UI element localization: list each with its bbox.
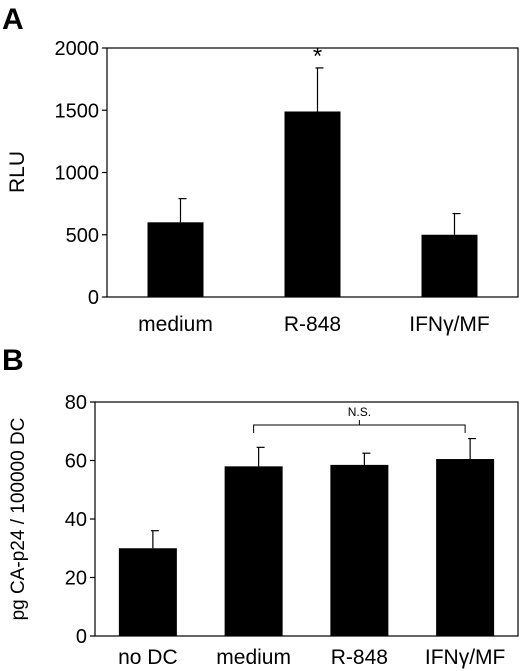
panel-b-bracket-label: N.S.: [348, 405, 371, 419]
panel-b-category-label: R-848: [331, 646, 388, 669]
panel-b-bar: [118, 548, 177, 636]
panel-a-y-tick-label: 1500: [55, 100, 100, 122]
panel-b-bar: [436, 459, 495, 636]
panel-b-y-tick-label: 20: [65, 568, 87, 590]
panel-b-bracket: [253, 424, 466, 433]
panel-b-category-label: no DC: [118, 646, 178, 669]
panel-a-category-label: medium: [138, 313, 213, 336]
panel-a-category-label: R-848: [284, 313, 341, 336]
panel-a-bar: [284, 111, 341, 298]
panel-b-y-axis-label: pg CA-p24 / 100000 DC: [8, 418, 29, 621]
panel-a-y-tick-label: 2000: [55, 38, 100, 60]
panel-a-chart: A RLU 0 500 1000 1500 2000 medium R-848 IFNγ/MF…: [2, 3, 519, 336]
panel-b-y-tick-label: 80: [65, 392, 87, 414]
panel-b-y-tick-label: 60: [65, 451, 87, 473]
panel-b-bar: [224, 466, 283, 636]
panel-b-letter: B: [2, 344, 24, 377]
panel-a-y-tick-label: 1000: [55, 163, 100, 185]
panel-a-category-label: IFNγ/MF: [409, 313, 489, 336]
panel-b-y-tick-label: 40: [65, 509, 87, 531]
panel-b-category-label: medium: [216, 646, 291, 669]
panel-a-y-tick-label: 0: [88, 287, 99, 309]
panel-a-bar: [421, 234, 478, 297]
panel-a-y-axis-label: RLU: [6, 151, 29, 193]
panel-a-bar: [147, 222, 204, 297]
panel-a-y-tick-label: 500: [66, 225, 99, 247]
panel-b-category-label: IFNγ/MF: [425, 646, 505, 669]
panel-b-chart: B pg CA-p24 / 100000 DC 0 20 40 60 80 no DC me…: [2, 344, 519, 669]
panel-a-letter: A: [2, 3, 24, 36]
panel-a-significance-star: *: [313, 43, 322, 70]
panel-b-bar: [330, 464, 389, 636]
panel-b-y-tick-label: 0: [76, 626, 87, 648]
